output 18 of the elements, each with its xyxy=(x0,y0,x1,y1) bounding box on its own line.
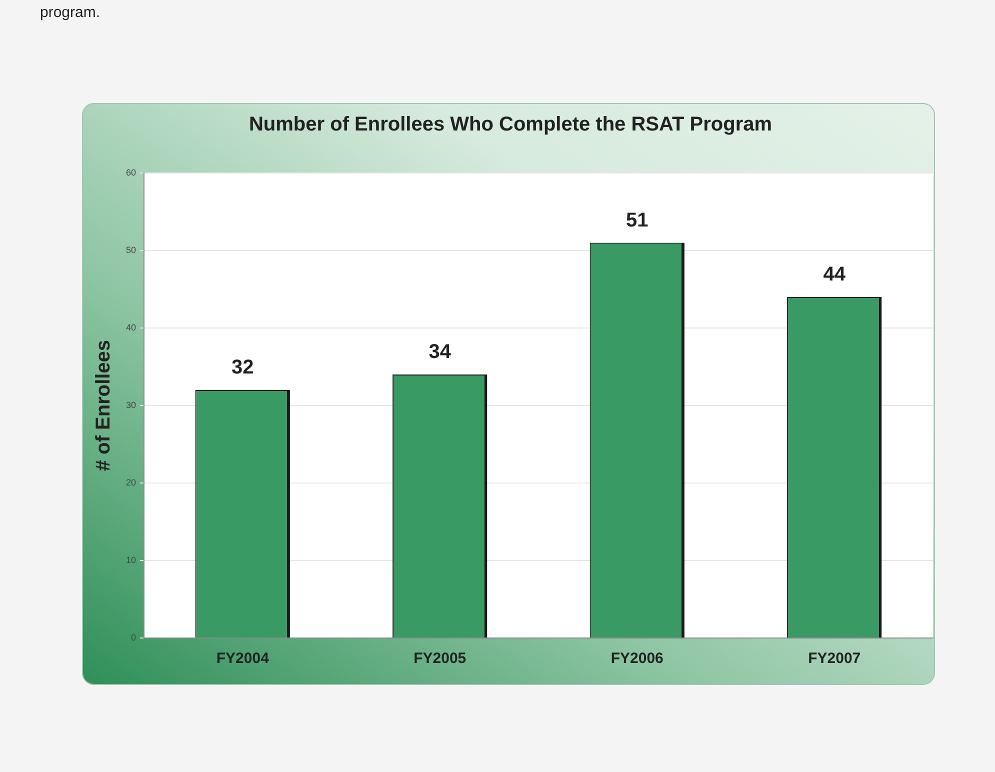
y-tick-label: 60 xyxy=(126,167,136,178)
x-tick-label: FY2007 xyxy=(808,650,861,668)
y-tick-label: 40 xyxy=(126,322,136,332)
y-tick-label: 0 xyxy=(130,632,136,642)
chart-title: Number of Enrollees Who Complete the RSAT Program xyxy=(248,114,772,136)
data-label: 51 xyxy=(626,209,648,232)
y-tick-label: 30 xyxy=(126,400,136,410)
y-tick-label: 10 xyxy=(126,554,136,565)
data-label: 32 xyxy=(232,356,254,379)
text: program. xyxy=(40,4,100,21)
x-tick-label: FY2005 xyxy=(414,650,466,668)
y-axis-title: # of Enrollees xyxy=(92,340,115,472)
y-tick-label: 20 xyxy=(126,477,136,488)
x-tick-label: FY2004 xyxy=(216,650,270,668)
y-tick-label: 50 xyxy=(126,244,136,255)
data-label: 34 xyxy=(428,341,452,364)
x-tick-label: FY2006 xyxy=(610,650,664,668)
data-label: 44 xyxy=(823,264,846,286)
